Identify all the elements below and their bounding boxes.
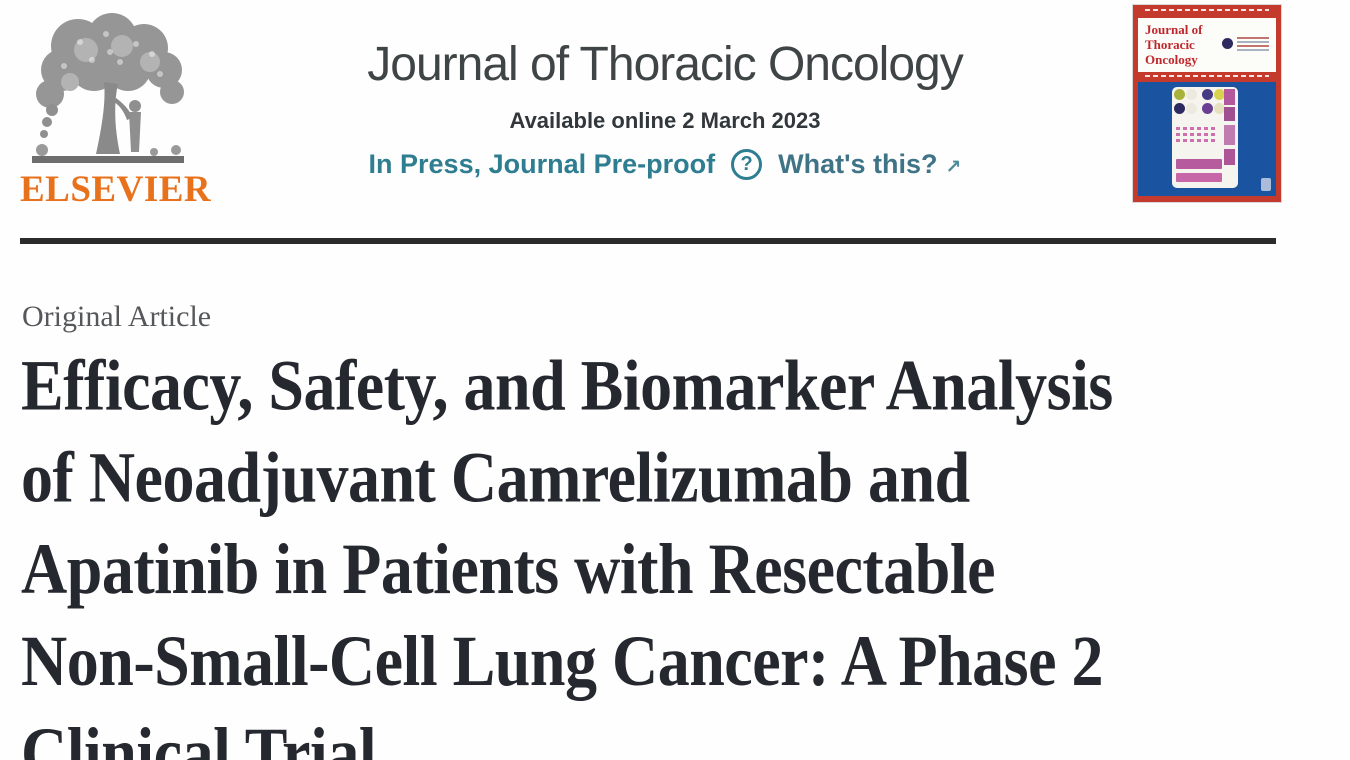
- cover-figure-panel: [1172, 87, 1238, 188]
- cover-mid-microtext: [1145, 75, 1269, 77]
- cover-masthead: Journal of Thoracic Oncology: [1138, 18, 1276, 72]
- elsevier-logo[interactable]: ELSEVIER: [20, 6, 212, 211]
- section-divider: [20, 238, 1276, 244]
- cover-top-microtext: [1145, 9, 1269, 11]
- publication-status-row: In Press, Journal Pre-proof ? What's thi…: [340, 149, 990, 181]
- article-title-line: of Neoadjuvant Camrelizumab and: [21, 437, 970, 517]
- journal-cover-thumbnail[interactable]: Journal of Thoracic Oncology: [1133, 5, 1281, 202]
- whats-this-label: What's this?: [778, 149, 938, 180]
- external-link-icon: ↗: [945, 156, 962, 179]
- whats-this-link[interactable]: What's this? ↗: [778, 149, 961, 180]
- cover-society-microtext: [1237, 37, 1269, 53]
- journal-title-link[interactable]: Journal of Thoracic Oncology: [367, 38, 963, 91]
- help-question-icon[interactable]: ?: [731, 149, 763, 181]
- in-press-status: In Press, Journal Pre-proof: [368, 149, 716, 180]
- elsevier-tree-logo: [20, 6, 198, 166]
- article-title-line: Clinical Trial: [21, 712, 377, 760]
- cover-body: [1138, 82, 1276, 196]
- available-online-date: Available online 2 March 2023: [509, 108, 821, 134]
- cover-publisher-mark: [1261, 178, 1271, 191]
- journal-header: Journal of Thoracic Oncology Available o…: [340, 38, 990, 181]
- article-title-line: Non-Small-Cell Lung Cancer: A Phase 2: [21, 621, 1103, 701]
- article-title: Efficacy, Safety, and Biomarker Analysis…: [21, 340, 1311, 760]
- article-title-line: Efficacy, Safety, and Biomarker Analysis: [21, 345, 1113, 426]
- elsevier-wordmark: ELSEVIER: [20, 169, 212, 210]
- article-type-label: Original Article: [22, 300, 212, 333]
- cover-society-emblem: [1222, 38, 1233, 49]
- cover-journal-title: Journal of Thoracic Oncology: [1145, 22, 1203, 67]
- article-title-line: Apatinib in Patients with Resectable: [21, 529, 996, 609]
